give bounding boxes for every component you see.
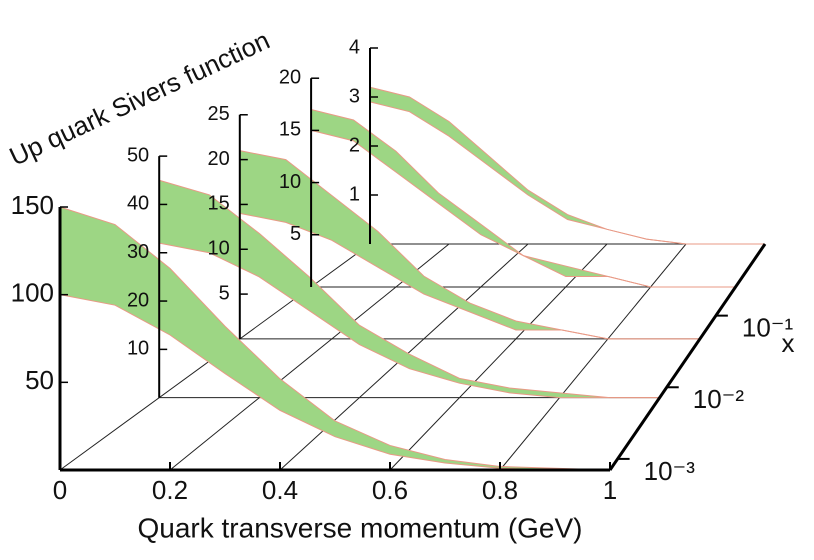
- z-axis: [608, 243, 767, 471]
- band-upper: [159, 179, 660, 399]
- z-tick-label: 10⁻³: [644, 456, 696, 486]
- band-lower: [310, 129, 736, 288]
- y-tick-label: 10: [208, 238, 230, 260]
- y-tick-label: 4: [349, 36, 360, 58]
- y-tick-label: 5: [219, 282, 230, 304]
- y-tick-label: 20: [279, 66, 301, 88]
- y-tick-label: 10: [279, 171, 301, 193]
- y-tick-label: 50: [25, 365, 54, 395]
- y-tick-label: 100: [11, 278, 54, 308]
- band-area: [370, 87, 765, 244]
- z-tick-label: 10⁻¹: [742, 313, 794, 343]
- band-lower: [159, 242, 660, 399]
- y-tick-label: 40: [127, 193, 149, 215]
- z-tick-label: 10⁻²: [693, 384, 745, 414]
- y-tick-label: 20: [127, 289, 149, 311]
- band-area: [60, 207, 610, 470]
- y-tick-label: 1: [349, 183, 360, 205]
- y-tick-label: 150: [11, 190, 54, 220]
- y-tick-label: 20: [208, 148, 230, 170]
- y-tick-label: 10: [127, 338, 149, 360]
- y-tick-label: 25: [208, 103, 230, 125]
- band-upper: [59, 206, 611, 471]
- band-lower: [369, 101, 765, 245]
- z-axis-label: x: [782, 328, 795, 358]
- y-tick-label: 5: [290, 223, 301, 245]
- y-tick-label: 30: [127, 241, 149, 263]
- y-tick-label: 50: [127, 144, 149, 166]
- floor-grid-line: [499, 243, 687, 471]
- x-tick-label: 0.6: [372, 475, 408, 505]
- x-axis-label: Quark transverse momentum (GeV): [137, 512, 582, 543]
- y-tick-label: 15: [279, 119, 301, 141]
- bands: [59, 86, 765, 471]
- x-tick-label: 0.4: [262, 475, 298, 505]
- x-tick-label: 0.8: [482, 475, 518, 505]
- floor-grid-line: [389, 243, 608, 471]
- y-tick-label: 3: [349, 85, 360, 107]
- x-tick-label: 1: [603, 475, 617, 505]
- x-tick-label: 0.2: [152, 475, 188, 505]
- band-area: [239, 150, 700, 339]
- y-tick-label: 2: [349, 134, 360, 156]
- x-tick-label: 0: [53, 475, 67, 505]
- band-area: [311, 109, 736, 287]
- y-tick-label: 15: [208, 193, 230, 215]
- axes: 0 0.2 0.4 0.6 0.8 1 10⁻³ 10⁻² 10⁻¹ 1 2 3 4 5 10 15 20 5 10…: [11, 36, 794, 505]
